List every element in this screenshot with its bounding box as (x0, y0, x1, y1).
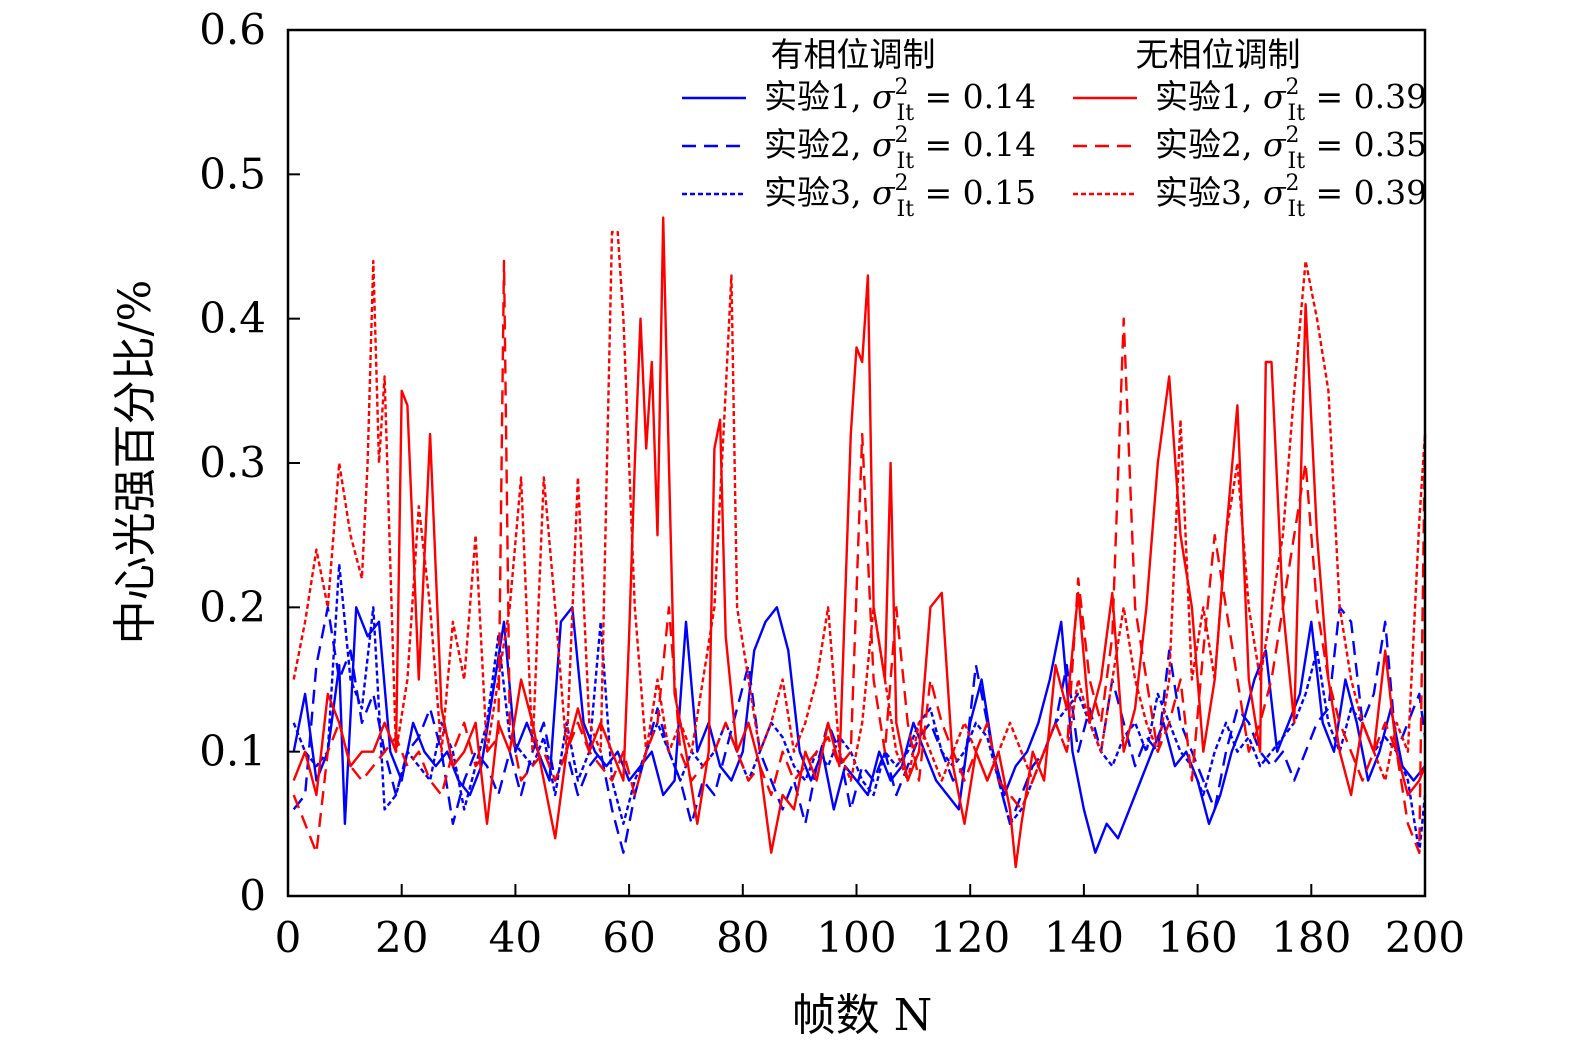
y-tick-label: 0.6 (199, 5, 266, 54)
y-axis-title: 中心光强百分比/% (110, 280, 161, 645)
legend-label: 实验2, σ2 It = 0.35 (1155, 123, 1427, 174)
legend-header-without-modulation: 无相位调制 (1136, 35, 1301, 74)
y-tick-labels: 0 0.1 0.2 0.3 0.4 0.5 0.6 (199, 5, 266, 920)
y-tick-label: 0.5 (199, 149, 266, 198)
y-tick-label: 0.2 (199, 582, 266, 631)
x-tick-labels: 0 20 40 60 80 100 120 140 160 180 200 (275, 913, 1465, 962)
series-line-red-dashed (292, 259, 1427, 854)
x-tick-label: 40 (489, 913, 542, 962)
legend-label: 实验3, σ2 It = 0.39 (1155, 171, 1427, 222)
series-line-red-solid (292, 216, 1427, 869)
x-tick-label: 0 (275, 913, 302, 962)
x-tick-label: 200 (1385, 913, 1465, 962)
y-tick-label: 0.1 (199, 727, 266, 776)
series-line-blue-dotted (292, 562, 1427, 854)
legend-header-with-modulation: 有相位调制 (771, 35, 936, 74)
legend-label: 实验2, σ2 It = 0.14 (764, 123, 1036, 174)
y-tick-label: 0.4 (199, 294, 266, 343)
y-tick-label: 0 (239, 871, 266, 920)
x-tick-label: 20 (375, 913, 428, 962)
series-line-blue-solid (292, 606, 1426, 854)
series-line-red-dotted (292, 230, 1427, 782)
x-axis-title: 帧数 N (792, 990, 933, 1041)
x-tick-label: 120 (930, 913, 1010, 962)
legend-label: 实验1, σ2 It = 0.39 (1155, 75, 1427, 126)
legend-label: 实验3, σ2 It = 0.15 (764, 171, 1036, 222)
x-tick-label: 80 (716, 913, 769, 962)
series-line-blue-dashed (292, 606, 1427, 854)
series-layer (292, 216, 1427, 869)
ticks-layer (287, 29, 1426, 897)
x-tick-label: 100 (816, 913, 896, 962)
x-tick-label: 180 (1271, 913, 1351, 962)
x-tick-label: 60 (602, 913, 655, 962)
x-tick-label: 160 (1158, 913, 1238, 962)
x-tick-label: 140 (1044, 913, 1124, 962)
y-tick-label: 0.3 (199, 438, 266, 487)
legend-label: 实验1, σ2 It = 0.14 (764, 75, 1036, 126)
